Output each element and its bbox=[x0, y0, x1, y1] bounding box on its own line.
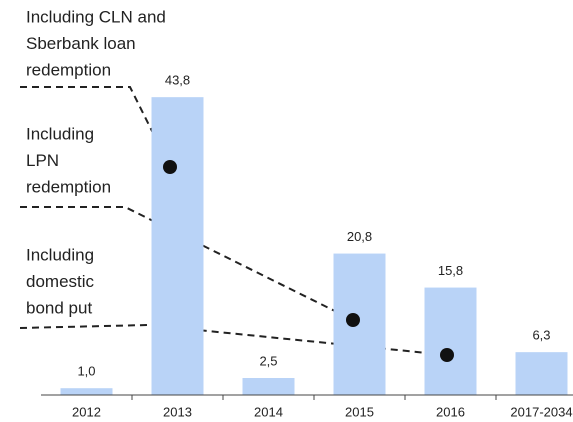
bar bbox=[515, 352, 568, 395]
x-tick-label: 2012 bbox=[72, 404, 101, 419]
annotation: Including CLN and bbox=[26, 7, 166, 26]
bar bbox=[242, 378, 295, 395]
value-label: 1,0 bbox=[77, 364, 95, 379]
annotation: LPN bbox=[26, 151, 59, 170]
annotation: Including bbox=[26, 245, 94, 264]
bar bbox=[60, 388, 113, 395]
annotation: Including bbox=[26, 124, 94, 143]
x-tick-label: 2017-2034 bbox=[510, 404, 572, 419]
value-label: 43,8 bbox=[165, 73, 190, 88]
annotation: Sberbank loan bbox=[26, 34, 136, 53]
value-label: 15,8 bbox=[438, 263, 463, 278]
value-label: 2,5 bbox=[259, 353, 277, 368]
annotation-dot bbox=[346, 313, 360, 327]
annotation: redemption bbox=[26, 60, 111, 79]
bars bbox=[60, 97, 568, 395]
annotation-dots bbox=[163, 160, 454, 362]
annotation-dot bbox=[440, 348, 454, 362]
x-tick-label: 2013 bbox=[163, 404, 192, 419]
bar bbox=[424, 287, 477, 395]
annotation: domestic bbox=[26, 272, 95, 291]
bar bbox=[151, 97, 204, 395]
annotation-dot bbox=[163, 160, 177, 174]
x-tick-label: 2014 bbox=[254, 404, 283, 419]
annotation: redemption bbox=[26, 177, 111, 196]
x-tick-label: 2016 bbox=[436, 404, 465, 419]
bar bbox=[333, 253, 386, 395]
annotation: bond put bbox=[26, 298, 92, 317]
value-label: 20,8 bbox=[347, 229, 372, 244]
x-tick-label: 2015 bbox=[345, 404, 374, 419]
value-label: 6,3 bbox=[532, 328, 550, 343]
